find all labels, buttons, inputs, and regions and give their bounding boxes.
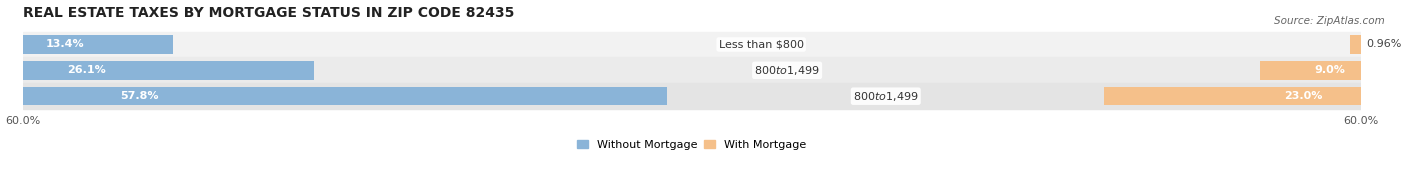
Bar bbox=[1350, 35, 1361, 54]
Text: Source: ZipAtlas.com: Source: ZipAtlas.com bbox=[1274, 16, 1385, 26]
Bar bbox=[1260, 61, 1361, 80]
Text: 0.96%: 0.96% bbox=[1367, 39, 1402, 49]
Legend: Without Mortgage, With Mortgage: Without Mortgage, With Mortgage bbox=[572, 135, 811, 154]
Text: 13.4%: 13.4% bbox=[45, 39, 84, 49]
Bar bbox=[1104, 87, 1361, 105]
Text: REAL ESTATE TAXES BY MORTGAGE STATUS IN ZIP CODE 82435: REAL ESTATE TAXES BY MORTGAGE STATUS IN … bbox=[22, 5, 515, 20]
Text: Less than $800: Less than $800 bbox=[718, 39, 804, 49]
Text: 57.8%: 57.8% bbox=[120, 91, 159, 101]
Text: $800 to $1,499: $800 to $1,499 bbox=[853, 90, 918, 103]
Bar bbox=[22, 61, 314, 80]
Text: 26.1%: 26.1% bbox=[67, 65, 105, 75]
Bar bbox=[22, 32, 1361, 57]
Bar bbox=[22, 87, 668, 105]
Bar bbox=[22, 57, 1361, 83]
Text: $800 to $1,499: $800 to $1,499 bbox=[755, 64, 820, 77]
Text: 23.0%: 23.0% bbox=[1284, 91, 1322, 101]
Text: 9.0%: 9.0% bbox=[1315, 65, 1346, 75]
Bar bbox=[22, 83, 1361, 109]
Bar bbox=[22, 35, 173, 54]
